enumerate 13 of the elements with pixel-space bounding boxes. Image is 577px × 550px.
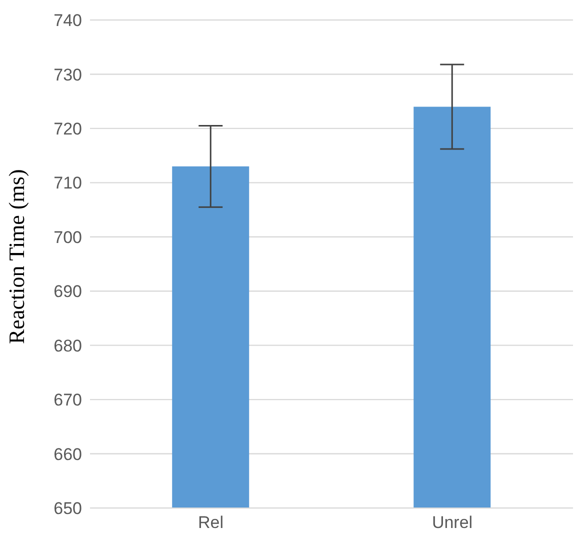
y-tick-label: 690 (54, 282, 82, 302)
y-tick-label: 710 (54, 174, 82, 193)
x-tick-label: Rel (198, 513, 224, 532)
y-tick-label: 740 (54, 11, 82, 30)
y-tick-label: 650 (54, 499, 82, 518)
y-tick-label: 660 (54, 444, 82, 464)
y-tick-label: 730 (54, 65, 82, 84)
y-tick-label: 720 (54, 119, 82, 138)
y-axis-title: Reaction Time (ms) (4, 169, 29, 344)
y-tick-label: 700 (54, 228, 82, 247)
y-tick-label: 670 (54, 390, 82, 410)
x-tick-label: Unrel (432, 513, 473, 532)
y-tick-label: 680 (54, 336, 82, 356)
